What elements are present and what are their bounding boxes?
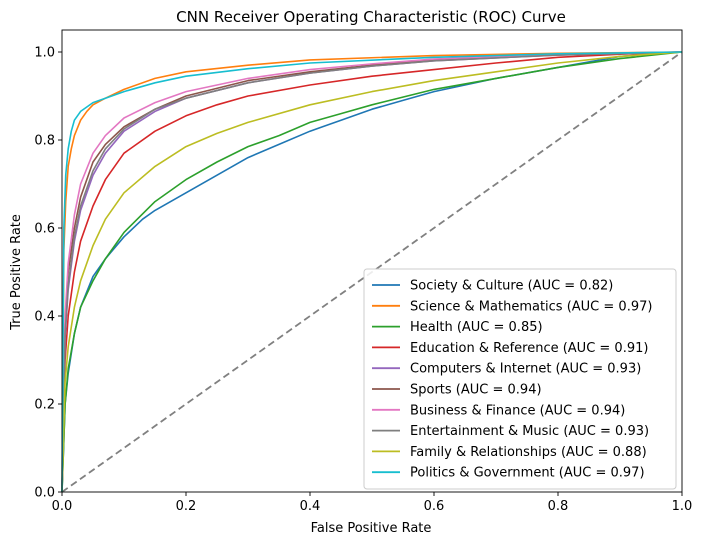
legend-label-2: Health (AUC = 0.85)	[410, 320, 543, 335]
legend-label-3: Education & Reference (AUC = 0.91)	[410, 341, 648, 356]
y-tick-label-2: 0.4	[34, 310, 55, 325]
legend-label-6: Business & Finance (AUC = 0.94)	[410, 403, 625, 418]
y-tick-label-3: 0.6	[34, 222, 55, 237]
series-line-9	[61, 51, 683, 493]
y-tick-label-5: 1.0	[34, 46, 55, 61]
legend-label-1: Science & Mathematics (AUC = 0.97)	[410, 299, 652, 314]
legend-label-7: Entertainment & Music (AUC = 0.93)	[410, 424, 649, 439]
series-line-1	[61, 51, 683, 493]
x-axis-label: False Positive Rate	[311, 521, 432, 536]
series-line-2	[61, 51, 683, 493]
y-tick-label-0: 0.0	[34, 486, 55, 501]
legend-label-0: Society & Culture (AUC = 0.82)	[410, 279, 613, 294]
series-line-6	[61, 51, 683, 493]
x-tick-label-0: 0.0	[52, 499, 73, 514]
x-tick-label-2: 0.4	[300, 499, 321, 514]
x-axis: 0.0 0.2 0.4 0.6 0.8 1.0	[52, 492, 693, 514]
y-axis-label: True Positive Rate	[9, 214, 24, 331]
y-tick-label-1: 0.2	[34, 398, 55, 413]
legend: Society & Culture (AUC = 0.82) Science & …	[363, 268, 677, 490]
plot-area	[61, 29, 683, 493]
x-tick-label-3: 0.6	[424, 499, 445, 514]
x-tick-label-1: 0.2	[176, 499, 197, 514]
y-axis: 0.0 0.2 0.4 0.6 0.8 1.0	[34, 46, 62, 501]
x-tick-label-4: 0.8	[548, 499, 569, 514]
legend-box	[363, 268, 677, 490]
series-line-3	[61, 51, 683, 493]
legend-label-8: Family & Relationships (AUC = 0.88)	[410, 445, 647, 460]
plot-frame	[61, 29, 683, 493]
legend-label-4: Computers & Internet (AUC = 0.93)	[410, 362, 641, 377]
series-line-8	[61, 51, 683, 493]
series-line-5	[61, 51, 683, 493]
x-tick-label-5: 1.0	[672, 499, 693, 514]
legend-label-5: Sports (AUC = 0.94)	[410, 383, 542, 398]
series-line-7	[61, 51, 683, 493]
y-tick-label-4: 0.8	[34, 134, 55, 149]
chart-title: CNN Receiver Operating Characteristic (R…	[176, 8, 566, 26]
legend-label-9: Politics & Government (AUC = 0.97)	[410, 466, 645, 481]
